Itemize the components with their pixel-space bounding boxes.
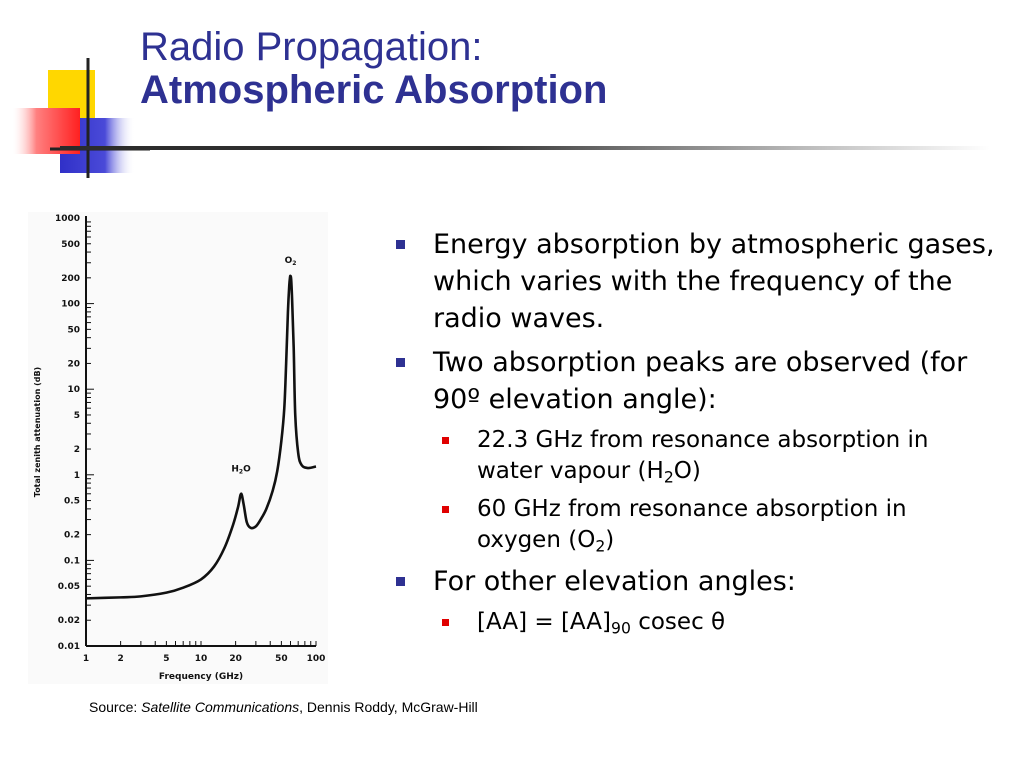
bullet-item: Energy absorption by atmospheric gases, … (396, 226, 996, 337)
x-tick-label: 20 (229, 654, 242, 664)
source-citation: Source: Satellite Communications, Dennis… (89, 699, 478, 715)
y-tick-label: 0.5 (64, 497, 80, 507)
y-tick-label: 10 (67, 385, 80, 395)
bullet-marker (396, 358, 405, 367)
title-line-1: Radio Propagation: (140, 25, 483, 69)
x-tick-label: 100 (307, 654, 326, 664)
sub-bullet-item: 60 GHz from resonance absorption in oxyg… (442, 494, 996, 556)
bullet-item: Two absorption peaks are observed (for 9… (396, 344, 996, 418)
sub-bullet-text-end: ) (605, 527, 615, 553)
sub-bullet-marker (442, 437, 449, 444)
sub-bullet-text: 60 GHz from resonance absorption in oxyg… (477, 496, 907, 553)
attenuation-chart: 1000 500 200 100 50 20 10 5 2 1 0.5 0.2 0.1 0.05 0.02 0… (28, 212, 328, 684)
peak-label: H2O (231, 464, 251, 475)
chart-background (28, 212, 328, 684)
sub-bullet-marker (442, 619, 449, 626)
sub-bullet-text-end: cosec θ (630, 609, 726, 635)
source-suffix: , Dennis Roddy, McGraw-Hill (299, 699, 478, 715)
y-tick-label: 0.01 (58, 642, 80, 652)
x-tick-label: 5 (163, 654, 169, 664)
bullet-text: Two absorption peaks are observed (for 9… (433, 347, 968, 415)
x-tick-label: 10 (195, 654, 208, 664)
x-tick-label: 50 (275, 654, 288, 664)
y-tick-label: 50 (67, 325, 80, 335)
y-tick-label: 20 (67, 359, 80, 369)
x-axis-label: Frequency (GHz) (159, 672, 243, 682)
bullet-item: For other elevation angles: (396, 563, 996, 600)
y-tick-label: 100 (61, 300, 80, 310)
bullet-marker (396, 240, 405, 249)
bullet-text: Energy absorption by atmospheric gases, … (433, 229, 995, 334)
sub-bullet-text-end: O) (673, 458, 701, 484)
bullet-marker (396, 577, 405, 586)
title-line-2: Atmospheric Absorption (140, 68, 608, 113)
y-tick-label: 200 (61, 274, 80, 284)
subscript: 2 (595, 536, 606, 556)
attenuation-curve (85, 274, 317, 600)
peak-label: O2 (285, 256, 297, 267)
sub-bullet-text: [AA] = [AA] (477, 609, 612, 635)
y-tick-label: 0.2 (64, 531, 80, 541)
sub-bullet-item: 22.3 GHz from resonance absorption in wa… (442, 425, 996, 487)
y-tick-label: 1 (74, 471, 80, 481)
y-tick-label: 1000 (55, 214, 80, 224)
source-book-title: Satellite Communications (141, 699, 300, 715)
y-tick-label: 500 (61, 240, 80, 250)
x-tick-label: 1 (83, 654, 89, 664)
bullet-text: For other elevation angles: (433, 566, 796, 597)
sub-bullet-item: [AA] = [AA]90 cosec θ (442, 607, 996, 638)
y-tick-label: 2 (74, 445, 80, 455)
y-tick-label: 0.1 (64, 556, 80, 566)
sub-bullet-text: 22.3 GHz from resonance absorption in wa… (477, 427, 929, 484)
sub-bullet-marker (442, 506, 449, 513)
x-tick-label: 2 (117, 654, 123, 664)
title-underline (60, 146, 990, 150)
source-prefix: Source: (89, 699, 142, 715)
slide-title: Radio Propagation: Atmospheric Absorptio… (140, 25, 608, 113)
subscript: 2 (663, 467, 674, 487)
bullet-list: Energy absorption by atmospheric gases, … (396, 226, 996, 645)
y-axis-label: Total zenith attenuation (dB) (33, 367, 42, 497)
y-tick-label: 5 (74, 411, 80, 421)
y-tick-label: 0.05 (58, 582, 80, 592)
y-tick-label: 0.02 (58, 616, 80, 626)
subscript: 90 (611, 618, 631, 638)
